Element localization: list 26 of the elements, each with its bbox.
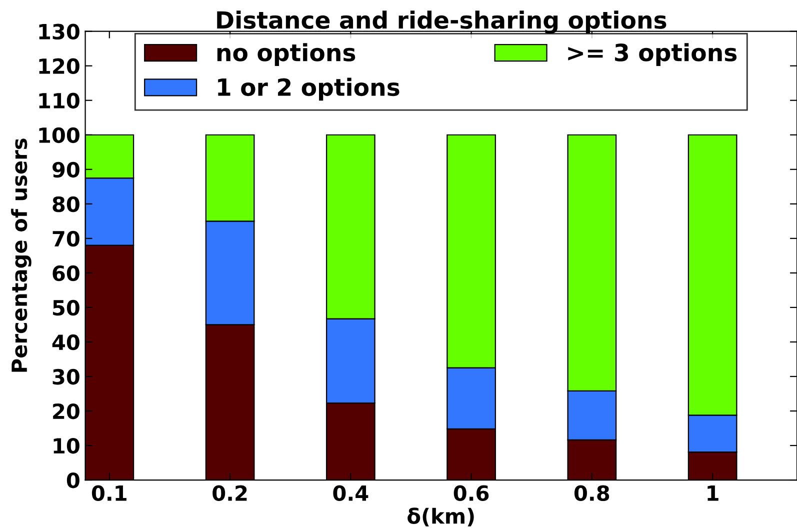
x-tick-label: 0.4 xyxy=(333,485,368,502)
y-tick-label: 10 xyxy=(54,438,80,454)
x-tick-label: 0.6 xyxy=(454,485,489,502)
legend-label: 1 or 2 options xyxy=(218,78,400,101)
y-tick-label: 80 xyxy=(52,196,80,212)
y-axis-title: Percentage of users xyxy=(11,138,32,372)
y-tick-label: 20 xyxy=(53,403,80,420)
y-tick-label: 70 xyxy=(52,230,80,247)
x-tick-label: 0.2 xyxy=(212,485,247,502)
y-tick-label: 50 xyxy=(53,300,80,316)
x-tick-label: 0.1 xyxy=(92,485,126,502)
y-tick-label: 120 xyxy=(39,58,80,74)
y-tick-label: 90 xyxy=(52,162,80,178)
x-tick-label: 0.8 xyxy=(574,485,610,502)
chart-title: Distance and ride-sharing options xyxy=(217,10,666,34)
y-tick-label: 40 xyxy=(52,334,80,350)
x-axis-title: δ(km) xyxy=(408,508,474,526)
legend-label: >= 3 options xyxy=(568,43,737,66)
x-tick-label: 1 xyxy=(708,486,718,501)
y-tick-label: 0 xyxy=(66,472,80,488)
y-tick-label: 110 xyxy=(39,92,80,109)
y-tick-label: 130 xyxy=(39,24,80,40)
legend-label: no options xyxy=(217,43,356,66)
y-tick-label: 30 xyxy=(52,368,80,385)
y-tick-label: 60 xyxy=(52,265,80,282)
y-tick-label: 100 xyxy=(39,127,80,144)
